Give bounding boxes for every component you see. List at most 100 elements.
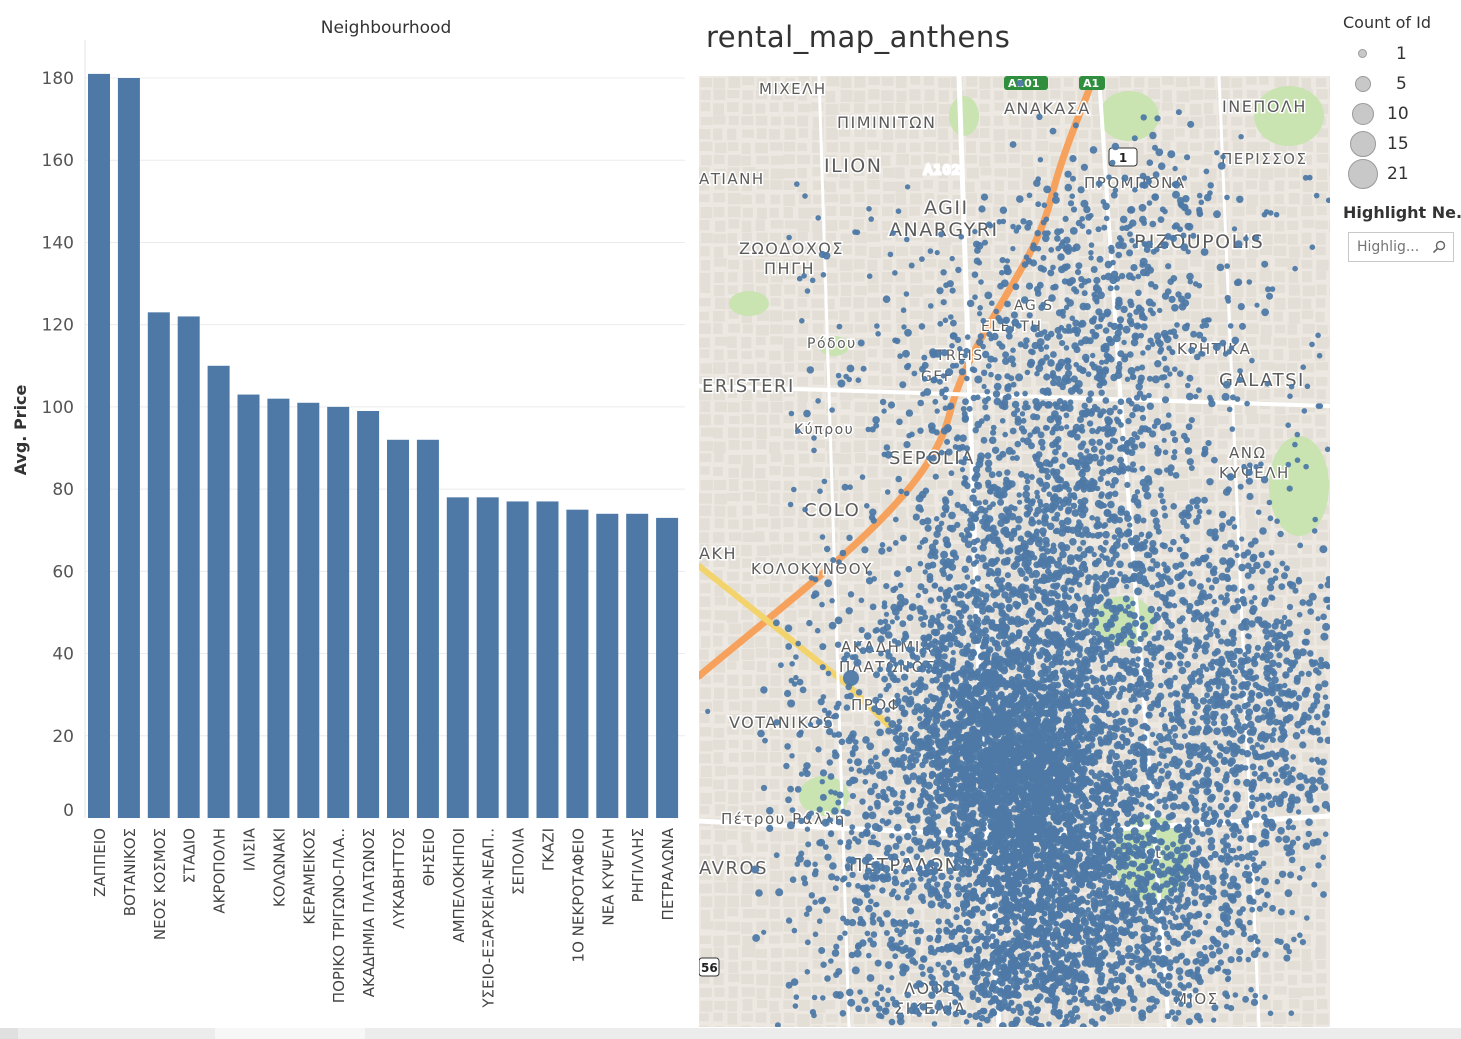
listing-point: [906, 614, 914, 621]
listing-point: [1283, 954, 1291, 962]
listing-point: [1073, 760, 1080, 767]
listing-point: [1207, 967, 1215, 975]
listing-point: [1102, 824, 1109, 832]
map-area-label: ΑΤΙΑΝΗ: [699, 170, 765, 188]
listing-point: [1025, 748, 1033, 756]
listing-point: [1164, 844, 1171, 851]
listing-point: [1265, 776, 1273, 784]
listing-point: [1182, 958, 1191, 966]
map-area-label: Ρόδου: [807, 336, 857, 352]
listing-point: [1050, 888, 1057, 895]
listing-point: [1043, 786, 1050, 792]
listing-point: [1127, 786, 1135, 793]
listing-point: [1011, 793, 1019, 800]
listing-point: [1096, 807, 1103, 814]
listing-point: [1018, 872, 1026, 880]
listing-point: [1039, 850, 1047, 858]
listing-point: [1251, 862, 1258, 869]
listing-point: [1191, 900, 1199, 907]
park: [1254, 86, 1324, 146]
x-tick-label: ΒΟΤΑΝΙΚΟΣ: [121, 828, 139, 916]
route-shield-label: A101: [1008, 77, 1039, 90]
listing-point: [1084, 899, 1091, 906]
listing-point: [1181, 826, 1188, 833]
listing-point: [1109, 884, 1116, 891]
x-tick-label: ΠΕΤΡΑΛΩΝΑ: [659, 827, 677, 920]
map-area-label: AGII: [924, 197, 969, 219]
listing-point: [1227, 881, 1235, 890]
listing-point: [991, 854, 999, 862]
listing-point: [1031, 917, 1038, 924]
listing-point: [907, 726, 914, 733]
y-axis-title: Avg. Price: [11, 384, 30, 475]
listing-point: [1064, 650, 1071, 657]
listing-point: [1082, 809, 1089, 816]
listing-point: [940, 571, 947, 578]
bar: [416, 439, 439, 818]
listing-point: [1137, 812, 1145, 820]
listing-point: [1161, 796, 1168, 804]
rental-map[interactable]: ΜΙΧΕΛΗ ΠΙΜΙΝΙΤΩΝ ΑΝΑΚΑΣΑ ΙΝΕΠΟΛΗ ΠΕΡΙΣΣΟΣ ΑΤΙ…: [699, 76, 1330, 1027]
listing-point: [1249, 906, 1256, 913]
listing-point: [1165, 944, 1172, 952]
listing-point: [881, 600, 888, 606]
listing-point: [1240, 931, 1247, 938]
listing-point: [1045, 689, 1053, 697]
listing-point: [1134, 949, 1141, 955]
route-shield-bg: [1079, 76, 1105, 90]
listing-point: [1156, 934, 1163, 941]
listing-point: [1014, 757, 1022, 766]
listing-point: [1089, 889, 1097, 897]
listing-point: [1054, 839, 1062, 846]
listing-point: [1038, 864, 1045, 871]
listing-point: [1064, 815, 1071, 823]
street: [699, 384, 1330, 408]
x-tick-label: ΝΕΟΣ ΚΟΣΜΟΣ: [151, 828, 169, 940]
listing-point: [1312, 805, 1320, 813]
route-shield-label: 56: [701, 961, 718, 975]
listing-point: [974, 537, 981, 544]
listing-point: [935, 934, 942, 941]
listing-point: [1247, 919, 1253, 926]
map-area-label: ERISTERI: [702, 376, 795, 397]
listing-point: [1302, 842, 1311, 850]
listing-point: [1181, 646, 1188, 653]
listing-point: [1217, 854, 1225, 862]
listing-point: [966, 849, 974, 857]
listing-point: [1103, 794, 1110, 802]
listing-point: [980, 970, 986, 977]
listing-point: [1081, 860, 1087, 867]
listing-point: [949, 814, 957, 822]
listing-point: [1155, 885, 1162, 891]
listing-point: [1130, 758, 1137, 766]
listing-point: [858, 626, 865, 634]
listing-point: [906, 846, 914, 854]
map-area-label: AG S: [1014, 298, 1054, 314]
listing-point: [926, 935, 934, 942]
listing-point: [967, 910, 976, 919]
listing-point: [997, 498, 1005, 506]
listing-point: [985, 875, 993, 883]
listing-point: [1277, 938, 1284, 946]
listing-point: [1154, 782, 1162, 790]
listing-point: [1053, 920, 1060, 927]
map-title: rental_map_anthens: [706, 20, 1011, 54]
listing-point: [1117, 827, 1124, 834]
x-tick-label: ΚΕΡΑΜΕΙΚΟΣ: [300, 828, 318, 925]
listing-point: [1261, 813, 1268, 821]
map-area-label: VOTANIKOS: [729, 713, 834, 732]
listing-point: [1200, 860, 1208, 868]
listing-point: [1264, 891, 1271, 899]
listing-point: [1141, 840, 1148, 848]
y-tick-label: 160: [42, 151, 74, 171]
listing-point: [1124, 952, 1132, 960]
listing-point: [1108, 842, 1115, 849]
listing-point: [1133, 851, 1141, 860]
listing-point: [1100, 856, 1109, 864]
listing-point: [1234, 862, 1240, 868]
listing-point: [1130, 860, 1138, 868]
listing-point: [992, 601, 999, 609]
listing-point: [885, 727, 893, 735]
listing-point: [1130, 827, 1139, 836]
